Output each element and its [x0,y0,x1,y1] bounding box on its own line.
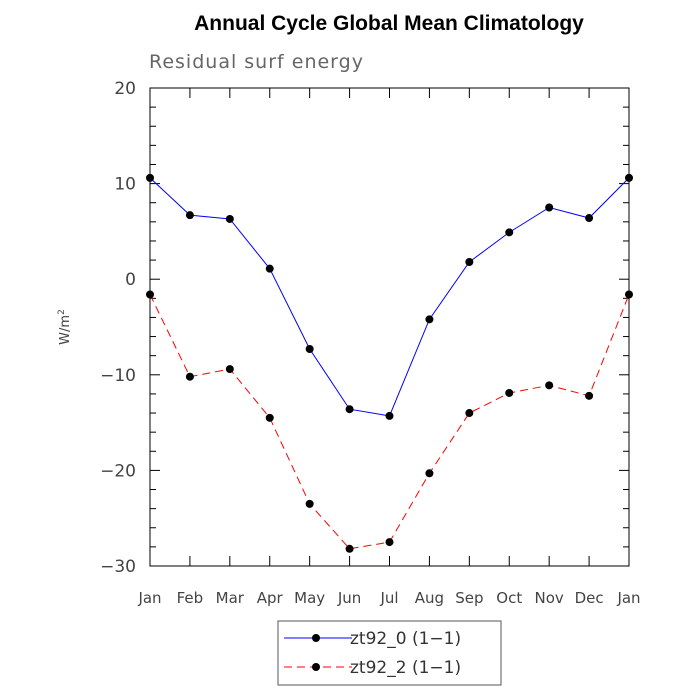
x-tick-label: Mar [216,589,245,607]
x-tick-label: Jan [616,589,640,607]
y-axis-label: W/m2 [57,309,73,345]
x-tick-label: May [294,589,325,607]
series-line-2 [149,294,630,550]
plot-frame [149,87,630,567]
y-tick-label: 10 [114,175,136,195]
x-tick-label: Nov [535,589,564,607]
legend-marker-series-2 [312,663,320,671]
series-1-point [146,173,154,182]
legend: zt92_0 (1−1) zt92_2 (1−1) [277,620,502,686]
series-1-point [185,211,194,220]
y-axis-label-superscript: 2 [57,309,67,315]
series-2-point [385,538,394,547]
series-2-point [265,413,274,422]
chart-subtitle: Residual surf energy [149,51,364,73]
series-2-point [545,381,554,390]
series-1-point [465,257,474,266]
series-line-1 [149,177,630,417]
series-1-point [585,214,594,223]
series-2-point [146,290,154,299]
series-1-point [345,405,354,414]
x-tick-label: Sep [455,589,483,607]
series-2-point [425,469,434,478]
series-2-point [185,372,194,381]
series-layer [146,173,633,553]
x-tick-label: Jun [337,589,361,607]
x-tick-label: Apr [257,589,284,607]
series-2-point [505,388,514,397]
series-1-point [385,411,394,420]
series-1-point [545,203,554,212]
y-axis: 20 10 0 −10 −20 −30 [100,79,629,577]
x-axis: Jan Feb Mar Apr May Jun Jul Aug Sep Oct Nov Dec Jan [137,88,641,607]
y-tick-label: −10 [100,366,136,386]
series-2-point [585,391,594,400]
x-tick-label: Feb [177,589,204,607]
series-2-point [305,499,314,508]
legend-label-series-2: zt92_2 (1−1) [350,658,461,678]
series-1-point [625,173,633,182]
series-2-point [345,544,354,553]
y-axis-label-unit: W/m [58,315,73,345]
series-1-point [225,214,234,223]
legend-box [277,620,502,686]
series-2-point [465,409,474,418]
x-tick-label: Oct [496,589,522,607]
chart-title: Annual Cycle Global Mean Climatology [194,12,584,35]
x-tick-label: Aug [415,589,444,607]
x-tick-label: Dec [575,589,604,607]
y-tick-label: 0 [125,270,136,290]
legend-marker-series-1 [312,634,320,642]
y-tick-label: −20 [100,461,136,481]
series-2-point [625,290,633,299]
series-1-point [425,315,434,324]
y-tick-label: 20 [114,79,136,99]
series-1-point [305,344,314,353]
series-1-point [505,228,514,237]
legend-label-series-1: zt92_0 (1−1) [350,629,461,649]
x-tick-label: Jan [137,589,161,607]
series-1-point [265,264,274,273]
x-tick-label: Jul [379,589,398,607]
series-2-point [225,365,234,374]
y-tick-label: −30 [100,557,136,577]
